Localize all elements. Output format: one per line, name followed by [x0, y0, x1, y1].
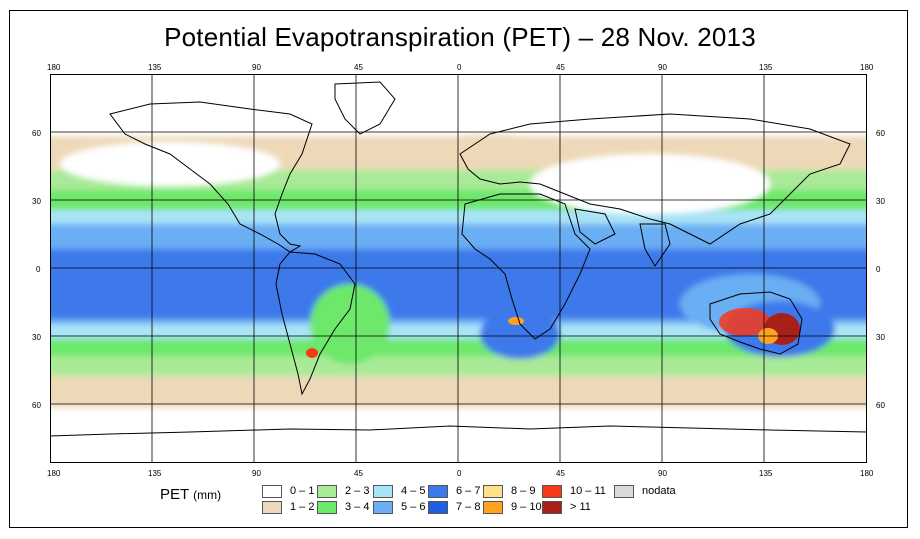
- legend-title-text: PET: [160, 486, 189, 503]
- legend-item: 8 – 9: [483, 484, 535, 498]
- top-tick-90w: 90: [252, 63, 261, 72]
- bottom-tick-135w: 135: [148, 469, 162, 478]
- bottom-tick-45e: 45: [556, 469, 565, 478]
- legend-label: 6 – 7: [456, 485, 481, 497]
- legend-item: 3 – 4: [317, 500, 369, 514]
- australia-hotspot: [719, 308, 800, 345]
- legend-item: 2 – 3: [317, 484, 369, 498]
- legend-item: 6 – 7: [428, 484, 480, 498]
- top-tick-135w: 135: [148, 63, 162, 72]
- legend-swatch: [542, 500, 562, 514]
- map-border: [50, 74, 867, 463]
- bottom-tick-180w: 180: [47, 469, 61, 478]
- legend-swatch: [317, 484, 337, 498]
- left-tick-30s: 30: [32, 333, 41, 342]
- top-tick-135e: 135: [759, 63, 773, 72]
- legend-title: PET (mm): [160, 486, 221, 503]
- legend-label: 7 – 8: [456, 501, 481, 513]
- legend-swatch: [483, 500, 503, 514]
- legend-label: nodata: [642, 485, 676, 497]
- legend-unit: (mm): [193, 488, 222, 502]
- bottom-tick-0: 0: [457, 469, 462, 478]
- bottom-tick-90w: 90: [252, 469, 261, 478]
- graticule: [50, 74, 867, 463]
- legend-swatch: [542, 484, 562, 498]
- right-tick-0: 0: [876, 265, 881, 274]
- legend-item: > 11: [542, 500, 591, 514]
- legend-swatch: [262, 484, 282, 498]
- left-tick-60n: 60: [32, 129, 41, 138]
- legend-label: 1 – 2: [290, 501, 315, 513]
- pet-map: [50, 74, 867, 463]
- legend-label: 10 – 11: [570, 485, 606, 497]
- top-tick-0: 0: [457, 63, 462, 72]
- left-tick-0: 0: [36, 265, 41, 274]
- legend-label: 0 – 1: [290, 485, 315, 497]
- top-tick-180e: 180: [860, 63, 874, 72]
- right-tick-60s: 60: [876, 401, 885, 410]
- legend-item: 7 – 8: [428, 500, 480, 514]
- legend-label: 4 – 5: [401, 485, 426, 497]
- coastlines: [50, 81, 867, 437]
- legend-item: 10 – 11: [542, 484, 606, 498]
- left-tick-30n: 30: [32, 197, 41, 206]
- right-tick-30n: 30: [876, 197, 885, 206]
- legend-label: 2 – 3: [345, 485, 370, 497]
- legend-swatch: [614, 484, 634, 498]
- legend-label: > 11: [570, 501, 591, 513]
- right-tick-30s: 30: [876, 333, 885, 342]
- legend-item: 4 – 5: [373, 484, 425, 498]
- right-tick-60n: 60: [876, 129, 885, 138]
- figure-frame: [9, 10, 908, 528]
- southern-africa-hotspot: [508, 317, 524, 325]
- legend-swatch: [373, 484, 393, 498]
- argentina-hotspot: [306, 348, 318, 358]
- top-tick-45w: 45: [354, 63, 363, 72]
- legend-swatch: [373, 500, 393, 514]
- legend-item: 9 – 10: [483, 500, 542, 514]
- legend-swatch: [262, 500, 282, 514]
- legend-item: 1 – 2: [262, 500, 314, 514]
- left-tick-60s: 60: [32, 401, 41, 410]
- legend-label: 8 – 9: [511, 485, 536, 497]
- bottom-tick-90e: 90: [658, 469, 667, 478]
- legend-swatch: [483, 484, 503, 498]
- legend-label: 3 – 4: [345, 501, 370, 513]
- map-title: Potential Evapotranspiration (PET) – 28 …: [164, 22, 756, 52]
- legend-label: 5 – 6: [401, 501, 426, 513]
- pet-map-svg: [50, 74, 867, 463]
- legend-item: nodata: [614, 484, 676, 498]
- top-tick-45e: 45: [556, 63, 565, 72]
- top-tick-90e: 90: [658, 63, 667, 72]
- legend-item: 0 – 1: [262, 484, 314, 498]
- bottom-tick-45w: 45: [354, 469, 363, 478]
- bottom-tick-135e: 135: [759, 469, 773, 478]
- top-tick-180w: 180: [47, 63, 61, 72]
- legend-item: 5 – 6: [373, 500, 425, 514]
- legend-swatch: [317, 500, 337, 514]
- legend-label: 9 – 10: [511, 501, 542, 513]
- bottom-tick-180e: 180: [860, 469, 874, 478]
- legend-swatch: [428, 484, 448, 498]
- legend-swatch: [428, 500, 448, 514]
